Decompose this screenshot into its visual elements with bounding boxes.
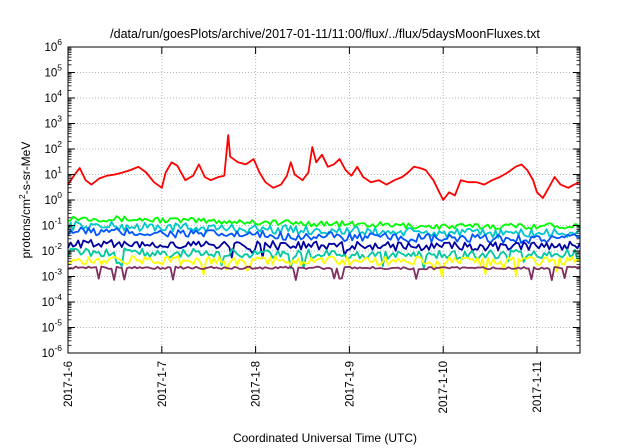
y-tick-label: 106 [44,37,62,54]
series-line-7 [67,254,581,278]
y-tick-label: 101 [44,165,62,182]
series-line-2 [67,215,581,231]
grid [68,47,580,353]
series-line-8 [67,265,581,282]
y-tick-label: 100 [44,190,62,207]
y-tick-label: 103 [44,114,62,131]
x-tick-label: 2017-1-8 [251,361,263,407]
y-tick-label: 10-4 [42,292,63,309]
y-axis-label-part-1: protons/cm [19,199,33,258]
x-tick-label: 2017-1-10 [438,361,450,413]
y-axis-label: protons/cm2-s-sr-MeV [17,142,33,259]
series-line-3 [67,220,581,239]
y-tick-label: 10-3 [42,267,63,284]
y-tick-label: 10-5 [42,318,63,335]
y-tick-label: 104 [44,88,62,105]
y-axis-label-superscript: 2 [17,194,27,199]
series-line-5 [67,239,581,259]
series-layer [67,134,581,282]
x-tick-label: 2017-1-11 [532,361,544,413]
y-tick-label: 10-6 [42,343,63,360]
x-axis: 2017-1-6 2017-1-7 2017-1-8 2017-1-9 2017-1-1… [63,47,544,413]
series-line-4 [67,226,581,245]
x-tick-label: 2017-1-6 [63,361,75,407]
series-line-6 [67,247,581,270]
x-tick-label: 2017-1-9 [344,361,356,407]
y-axis-label-part-2: -s-sr-MeV [19,142,33,195]
y-tick-label: 105 [44,63,62,80]
y-tick-label: 102 [44,139,62,156]
x-axis-label: Coordinated Universal Time (UTC) [233,431,417,445]
chart-title: /data/run/goesPlots/archive/2017-01-11/1… [110,27,540,41]
x-tick-label: 2017-1-7 [157,361,169,407]
y-tick-label: 10-1 [42,216,63,233]
y-tick-label: 10-2 [42,241,63,258]
y-axis: 10-6 10-5 10-4 10-3 10-2 10-1 100 101 102 103 104 1… [42,37,580,360]
series-line-1 [67,134,581,201]
